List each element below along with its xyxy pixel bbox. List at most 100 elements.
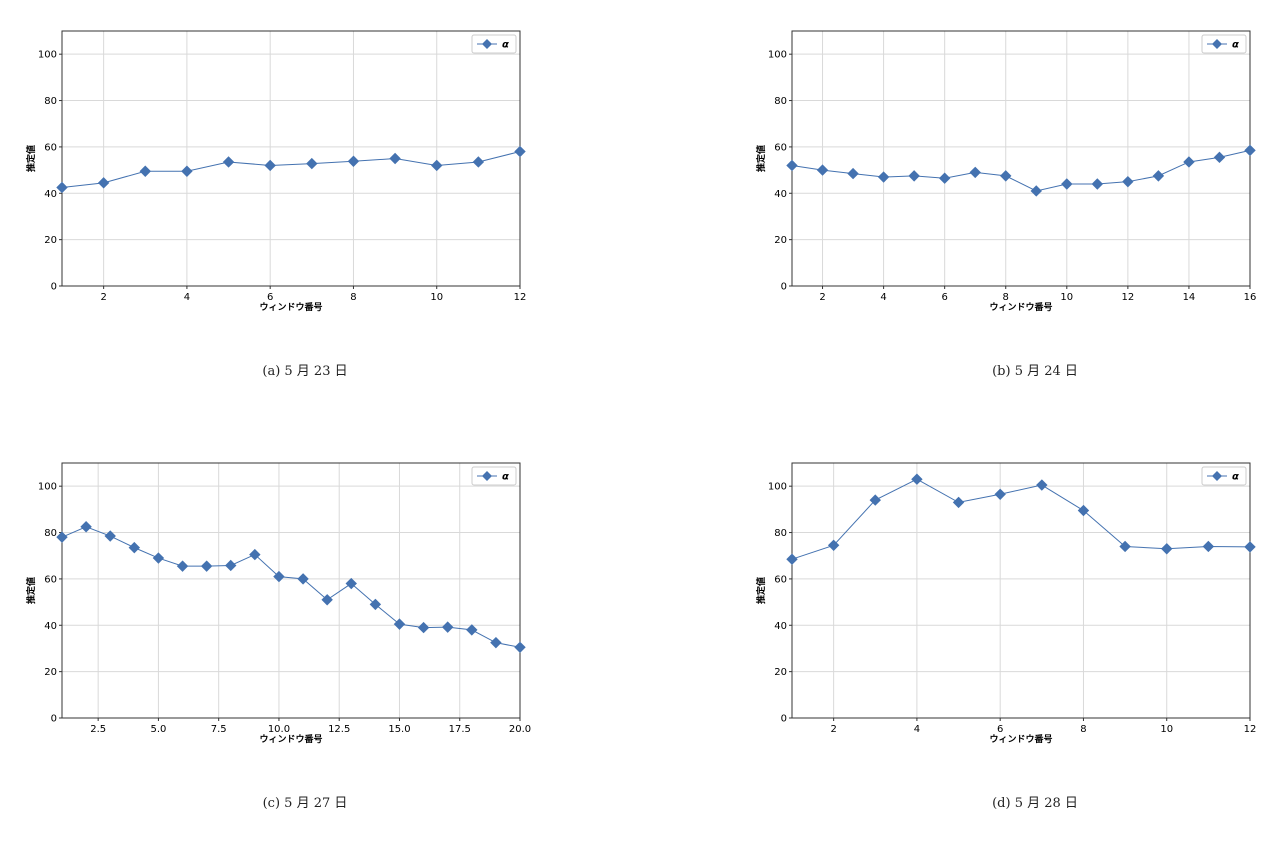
data-point [225,559,237,572]
data-point [1122,175,1134,188]
data-point [273,570,285,583]
data-point [389,152,401,165]
x-axis-label: ウィンドウ番号 [259,733,322,745]
y-tick-label: 80 [44,528,57,539]
x-tick-label: 6 [267,292,273,303]
y-tick-label: 20 [774,667,787,678]
y-tick-label: 0 [51,282,57,293]
chart-b: 2 4 6 8 10 12 14 16 0 20 40 60 80 100 ウィンドウ番号 推定値 α [755,30,1257,313]
chart-panel-d: 2 4 6 8 10 12 0 20 40 60 80 100 ウィンドウ番号 推定値 α (d) 5 月 … [735,432,1287,832]
legend-label: α [1232,472,1239,483]
data-point [417,621,430,634]
x-axis-label: ウィンドウ番号 [989,733,1052,745]
data-point [222,156,235,168]
data-point [938,172,951,184]
x-tick-label: 12 [1121,292,1134,303]
data-point [908,170,920,182]
data-point [181,165,193,177]
chart-caption-b: (b) 5 月 24 日 [992,364,1078,379]
data-point [994,488,1006,501]
chart-d: 2 4 6 8 10 12 0 20 40 60 80 100 ウィンドウ番号 推定値 α [755,462,1256,745]
x-tick-label: 2.5 [90,724,106,735]
data-point [1091,178,1104,190]
x-tick-label: 14 [1183,292,1196,303]
x-tick-label: 10.0 [268,724,290,735]
chart-caption-c: (c) 5 月 27 日 [262,796,348,811]
data-point [1119,540,1131,553]
x-tick-label: 8 [1003,292,1009,303]
legend-marker [1212,471,1222,481]
y-axis-label: 推定値 [755,577,767,604]
data-point [1161,543,1173,555]
data-point [80,521,92,533]
chart-panel-a: 2 4 6 8 10 12 0 20 40 60 80 100 ウィンドウ番号 推定値 α (a) 5 月 … [5,0,605,400]
series-line [791,478,1251,560]
x-tick-label: 8 [350,292,356,303]
legend-marker [482,471,492,481]
data-point [952,496,965,509]
y-tick-label: 100 [38,482,57,493]
data-point [128,541,141,554]
data-point [1036,479,1048,491]
chart-a: 2 4 6 8 10 12 0 20 40 60 80 100 ウィンドウ番号 推定値 α [25,30,527,313]
plot-frame [61,30,521,287]
data-point [490,636,502,649]
x-tick-label: 2 [819,292,825,303]
data-point [786,553,798,565]
data-point [393,618,406,630]
x-tick-label: 4 [914,724,920,735]
legend-label: α [502,472,509,483]
x-tick-label: 12 [514,292,527,303]
data-point [345,577,357,590]
data-point [249,548,261,561]
y-tick-label: 0 [781,714,787,725]
y-tick-label: 20 [44,235,57,246]
data-point [786,159,798,172]
data-point [1077,504,1090,517]
x-tick-label: 4 [184,292,190,303]
chart-panel-c: 2.5 5.0 7.5 10.0 12.5 15.0 17.5 20.0 0 20 40 60 80 10… [5,432,605,832]
x-tick-label: 5.0 [150,724,166,735]
x-tick-label: 10 [430,292,443,303]
y-tick-label: 20 [774,235,787,246]
x-axis-label: ウィンドウ番号 [989,301,1052,313]
series-line [791,149,1251,192]
data-point [877,171,890,183]
data-point [1213,151,1226,164]
x-tick-label: 12.5 [328,724,350,735]
data-point [1000,170,1012,182]
data-point [847,167,859,180]
data-point [56,181,68,194]
data-point [139,165,151,177]
x-tick-label: 20.0 [509,724,531,735]
x-tick-label: 8 [1080,724,1086,735]
x-tick-label: 2 [830,724,836,735]
legend-label: α [1232,40,1239,51]
data-point [176,560,189,572]
data-point [441,621,454,633]
x-tick-label: 6 [941,292,947,303]
y-tick-label: 40 [44,189,57,200]
x-tick-label: 17.5 [449,724,471,735]
y-tick-label: 100 [768,50,787,61]
y-axis-label: 推定値 [25,577,37,604]
data-point [369,598,382,611]
y-tick-label: 40 [774,189,787,200]
x-tick-label: 10 [1160,724,1173,735]
y-tick-label: 60 [774,142,787,153]
x-tick-label: 16 [1244,292,1257,303]
chart-caption-d: (d) 5 月 28 日 [992,796,1078,811]
data-point [869,494,881,506]
x-tick-label: 2 [100,292,106,303]
x-tick-label: 7.5 [211,724,227,735]
data-point [1202,540,1215,553]
data-point [466,624,478,636]
data-point [321,594,333,606]
data-point [297,573,309,585]
y-tick-label: 80 [774,528,787,539]
chart-panel-b: 2 4 6 8 10 12 14 16 0 20 40 60 80 100 ウィンドウ番号 推定値 α (b) … [735,0,1287,400]
data-point [1030,185,1042,197]
plot-frame [61,462,521,719]
data-point [264,159,276,172]
data-point [1244,541,1256,553]
